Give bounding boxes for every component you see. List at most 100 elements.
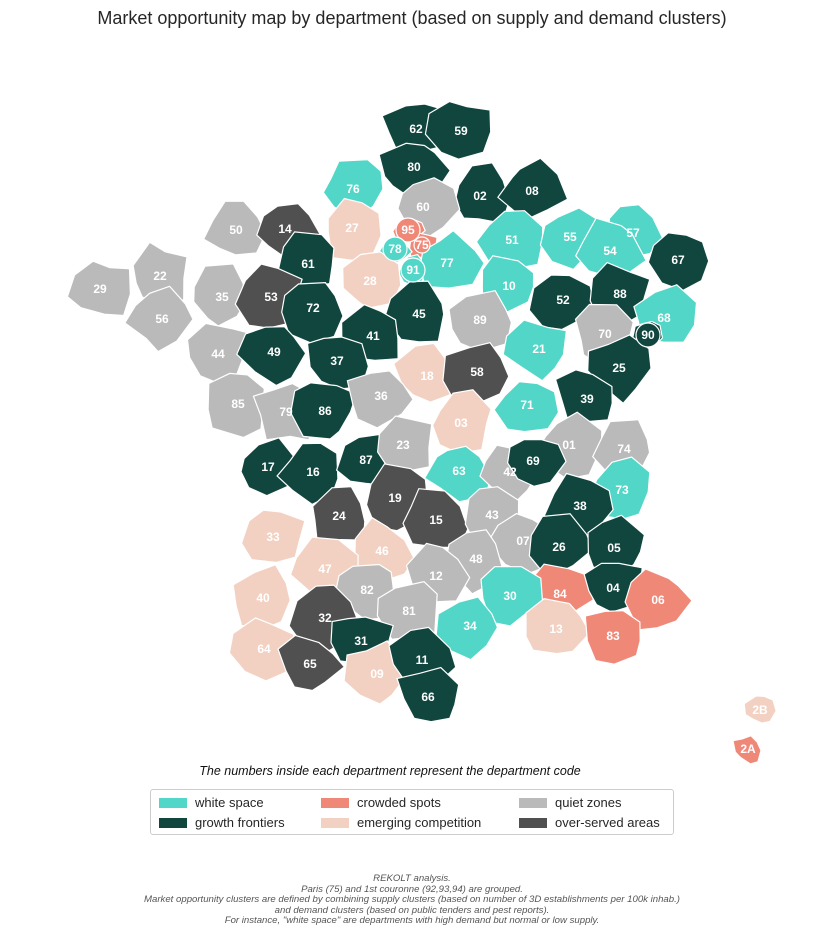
legend-label: quiet zones bbox=[555, 795, 622, 810]
department-code-label: 32 bbox=[318, 611, 332, 625]
department-91-overlay bbox=[400, 257, 426, 283]
department-code-label: 95 bbox=[401, 223, 415, 237]
department-code-label: 53 bbox=[264, 290, 278, 304]
department-code-label: 65 bbox=[303, 657, 317, 671]
department-code-label: 54 bbox=[603, 244, 617, 258]
department-code-label: 75 bbox=[415, 238, 429, 252]
department-code-label: 37 bbox=[330, 354, 344, 368]
legend-label: emerging competition bbox=[357, 815, 482, 830]
department-code-label: 18 bbox=[420, 369, 434, 383]
footnote-line: REKOLT analysis. bbox=[373, 873, 451, 884]
department-46 bbox=[354, 516, 416, 581]
department-code-label: 11 bbox=[416, 653, 429, 667]
department-code-label: 86 bbox=[318, 404, 332, 418]
department-code-label: 03 bbox=[454, 416, 468, 430]
department-code-label: 73 bbox=[615, 483, 629, 497]
department-45 bbox=[384, 280, 445, 343]
department-2a bbox=[732, 735, 762, 765]
department-code-label: 70 bbox=[598, 327, 612, 341]
department-29 bbox=[66, 260, 132, 317]
footnote-line: and demand clusters (based on public ten… bbox=[274, 904, 550, 916]
department-code-label: 90 bbox=[641, 328, 655, 342]
department-65 bbox=[277, 634, 346, 692]
department-code-label: 76 bbox=[346, 182, 360, 196]
department-code-label: 91 bbox=[406, 263, 420, 277]
department-code-label: 13 bbox=[549, 622, 563, 636]
department-34 bbox=[435, 596, 499, 661]
department-code-label: 57 bbox=[626, 226, 640, 240]
footnote-line: For instance, "white space" are departme… bbox=[224, 915, 600, 926]
department-code-label: 87 bbox=[359, 453, 373, 467]
department-69 bbox=[506, 439, 567, 487]
department-code-label: 85 bbox=[231, 397, 245, 411]
department-code-label: 62 bbox=[409, 122, 423, 136]
department-code-label: 61 bbox=[301, 257, 315, 271]
department-code-label: 77 bbox=[440, 256, 454, 270]
department-code-label: 51 bbox=[505, 233, 519, 247]
department-code-label: 38 bbox=[573, 499, 587, 513]
department-code-label: 89 bbox=[473, 313, 487, 327]
department-code-label: 31 bbox=[354, 634, 368, 648]
department-code-label: 24 bbox=[332, 509, 346, 523]
department-code-label: 09 bbox=[370, 667, 384, 681]
department-33 bbox=[240, 509, 306, 564]
footnote-line: Market opportunity clusters are defined … bbox=[144, 894, 680, 905]
legend-swatch-over-served-areas bbox=[519, 817, 547, 828]
department-code-label: 14 bbox=[278, 222, 292, 236]
department-56 bbox=[123, 285, 194, 353]
department-90-overlay bbox=[635, 322, 661, 348]
department-code-label: 07 bbox=[516, 534, 530, 548]
department-58 bbox=[442, 342, 510, 403]
department-code-label: 63 bbox=[452, 464, 466, 478]
department-code-label: 23 bbox=[396, 438, 410, 452]
department-code-label: 42 bbox=[503, 465, 517, 479]
legend-item-quiet-zones: quiet zones bbox=[519, 794, 622, 812]
department-code-label: 47 bbox=[318, 562, 332, 576]
department-code-label: 19 bbox=[388, 491, 402, 505]
legend-label: over-served areas bbox=[555, 815, 660, 830]
department-52 bbox=[528, 274, 595, 331]
map-title: Market opportunity map by department (ba… bbox=[97, 8, 727, 28]
department-23 bbox=[376, 415, 433, 473]
department-code-label: 25 bbox=[612, 361, 626, 375]
department-code-label: 04 bbox=[606, 581, 620, 595]
department-59 bbox=[424, 100, 492, 160]
legend-item-white-space: white space bbox=[159, 794, 264, 812]
department-67 bbox=[647, 232, 710, 292]
department-77 bbox=[419, 229, 485, 289]
department-code-label: 12 bbox=[429, 569, 443, 583]
department-code-label: 15 bbox=[429, 513, 443, 527]
department-code-label: 52 bbox=[556, 293, 570, 307]
legend-swatch-quiet-zones bbox=[519, 797, 547, 808]
department-36 bbox=[346, 370, 414, 429]
department-code-label: 58 bbox=[470, 365, 484, 379]
map-note: The numbers inside each department repre… bbox=[199, 764, 581, 778]
department-2b bbox=[743, 695, 777, 724]
department-code-label: 81 bbox=[402, 604, 416, 618]
legend-label: crowded spots bbox=[357, 795, 441, 810]
department-code-label: 46 bbox=[375, 544, 389, 558]
department-code-label: 44 bbox=[211, 347, 225, 361]
department-35 bbox=[193, 263, 247, 327]
department-code-label: 02 bbox=[473, 189, 487, 203]
legend-swatch-white-space bbox=[159, 797, 187, 808]
department-code-label: 40 bbox=[256, 591, 270, 605]
department-code-label: 48 bbox=[469, 552, 483, 566]
legend-swatch-crowded-spots bbox=[321, 797, 349, 808]
department-code-label: 16 bbox=[306, 465, 320, 479]
department-code-label: 33 bbox=[266, 530, 280, 544]
department-code-label: 2A bbox=[740, 742, 756, 756]
department-64 bbox=[228, 617, 298, 682]
department-code-label: 36 bbox=[374, 389, 388, 403]
department-regions bbox=[66, 100, 777, 765]
department-83 bbox=[584, 610, 641, 665]
department-code-label: 84 bbox=[553, 587, 567, 601]
department-06 bbox=[624, 568, 693, 631]
legend-label: white space bbox=[195, 795, 264, 810]
department-code-label: 06 bbox=[651, 593, 665, 607]
department-code-label: 29 bbox=[93, 282, 107, 296]
department-code-label: 59 bbox=[454, 124, 468, 138]
department-code-label: 64 bbox=[257, 642, 271, 656]
department-code-label: 26 bbox=[552, 540, 566, 554]
